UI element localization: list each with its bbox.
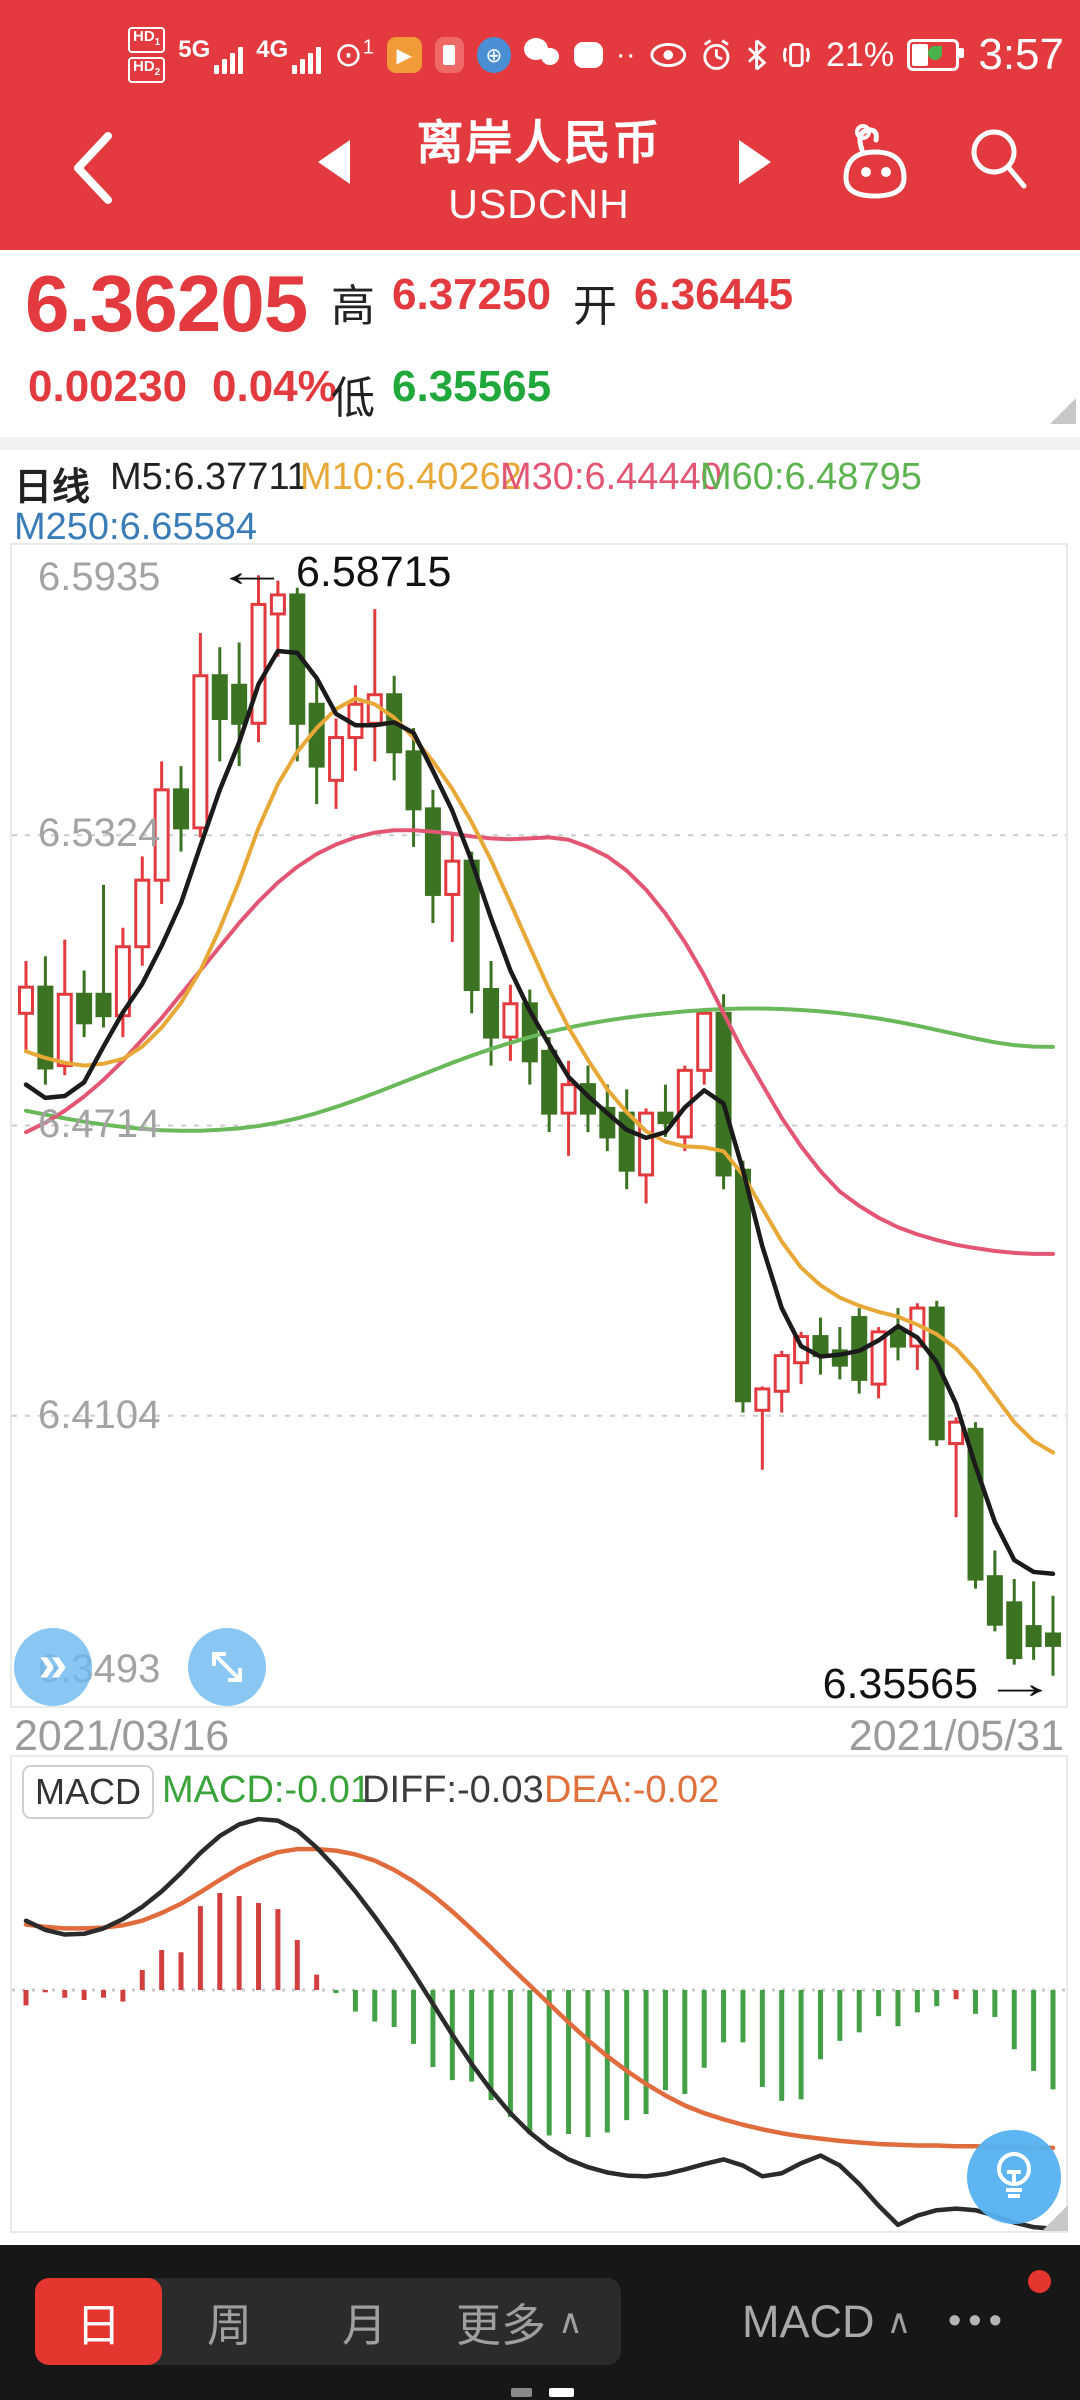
high-value: 6.37250 <box>392 270 552 319</box>
ma60-label: M60:6.48795 <box>700 456 922 498</box>
expand-arrows-icon <box>212 1652 242 1682</box>
fast-forward-icon: » <box>38 1635 68 1693</box>
y-axis-label: 6.4714 <box>38 1102 161 1146</box>
battery-percent: 21% <box>826 35 895 74</box>
last-price: 6.36205 <box>25 259 308 348</box>
alarm-clock-icon <box>703 39 730 70</box>
low-label: 低 <box>331 374 375 423</box>
change-percent: 0.04% <box>212 362 337 411</box>
page-indicator-dot <box>511 2388 532 2397</box>
more-options-button[interactable]: ••• <box>948 2278 1009 2365</box>
chevron-up-icon: ∧ <box>558 2302 583 2341</box>
dea-value-label: DEA:-0.02 <box>544 1769 720 1811</box>
low-annotation: 6.35565 → <box>822 1659 1058 1709</box>
next-instrument-icon[interactable] <box>739 140 771 184</box>
y-axis-label: 6.5324 <box>38 811 161 855</box>
hd-voice-icon: HD1 HD2 <box>128 27 166 83</box>
wechat-icon <box>524 38 561 72</box>
page-subtitle: USDCNH <box>448 181 630 227</box>
left-arrow-icon: ← <box>214 547 290 596</box>
period-tab-group: 日 周 月 更多 ∧ <box>35 2278 621 2365</box>
robot-assistant-icon[interactable] <box>838 120 912 206</box>
y-axis-label: 6.5935 <box>38 555 161 599</box>
candlestick-svg <box>12 575 1066 1676</box>
ma5-label: M5:6.37711 <box>110 456 308 498</box>
macd-resize-handle-icon[interactable] <box>1042 2205 1068 2231</box>
ma-indicator-bar[interactable]: 日线 M5:6.37711 M10:6.40262 M30:6.44440 M6… <box>0 456 1080 509</box>
macd-svg <box>12 1816 1066 2231</box>
instrument-title: 离岸人民币 USDCNH <box>389 104 689 228</box>
candlestick-chart[interactable]: 6.5935 6.5324 6.4714 6.4104 6.3493 ← 6.5… <box>10 543 1068 1708</box>
top-red-area: HD1 HD2 5G 4G ⊙1 ▶ ⊕ ·· <box>0 0 1080 250</box>
clock-time: 3:57 <box>978 30 1064 79</box>
tab-month[interactable]: 月 <box>342 2300 388 2351</box>
notification-app-red-icon <box>434 37 464 73</box>
lightbulb-icon <box>997 2152 1031 2198</box>
period-label: 日线 <box>14 467 91 509</box>
ma250-label: M250:6.65584 <box>14 506 257 548</box>
notification-badge <box>1028 2270 1051 2293</box>
open-label: 开 <box>573 282 617 331</box>
prev-instrument-icon[interactable] <box>318 140 350 184</box>
bottom-toolbar: 日 周 月 更多 ∧ MACD ∧ ••• <box>0 2245 1080 2400</box>
macd-panel[interactable]: MACD MACD:-0.01 DIFF:-0.03 DEA:-0.02 <box>10 1755 1068 2233</box>
expand-chart-button[interactable] <box>188 1628 266 1706</box>
overflow-dots-icon: ·· <box>615 38 636 71</box>
high-annotation-value: 6.58715 <box>296 547 452 596</box>
macd-selector-button[interactable]: MACD <box>22 1765 154 1819</box>
open-value: 6.36445 <box>634 270 794 319</box>
hotspot-icon: ⊙1 <box>334 36 374 74</box>
status-bar: HD1 HD2 5G 4G ⊙1 ▶ ⊕ ·· <box>128 24 1064 86</box>
signal-5g-icon: 5G <box>178 36 244 74</box>
vibrate-icon <box>783 42 811 68</box>
divider-strip <box>0 437 1080 450</box>
page-indicator-dot-active <box>549 2388 574 2397</box>
ma30-label: M30:6.44440 <box>500 456 722 498</box>
ma10-label: M10:6.40262 <box>300 456 522 498</box>
macd-value-label: MACD:-0.01 <box>162 1769 372 1811</box>
low-value: 6.35565 <box>392 362 552 411</box>
tab-day[interactable]: 日 <box>35 2278 162 2365</box>
change-value: 0.00230 <box>28 362 188 411</box>
notification-app-globe-icon: ⊕ <box>476 37 512 73</box>
y-axis-label: 6.4104 <box>38 1393 161 1437</box>
low-annotation-value: 6.35565 <box>822 1659 978 1708</box>
nav-bar: 离岸人民币 USDCNH <box>0 116 1080 238</box>
back-icon[interactable] <box>64 128 124 208</box>
search-icon[interactable] <box>966 124 1032 196</box>
page-title: 离岸人民币 <box>416 116 662 169</box>
date-end: 2021/05/31 <box>848 1712 1064 1760</box>
battery-icon <box>907 39 965 71</box>
date-start: 2021/03/16 <box>14 1712 230 1760</box>
signal-4g-icon: 4G <box>256 36 322 74</box>
diff-value-label: DIFF:-0.03 <box>362 1769 544 1811</box>
ellipsis-icon: ••• <box>948 2300 1009 2342</box>
high-annotation: ← 6.58715 <box>215 547 452 597</box>
bluetooth-icon <box>747 39 767 71</box>
tab-week[interactable]: 周 <box>207 2300 253 2351</box>
message-bubble-icon <box>573 42 603 68</box>
tab-more[interactable]: 更多 ∧ <box>456 2300 583 2351</box>
high-label: 高 <box>331 282 375 331</box>
eye-comfort-icon <box>650 42 686 68</box>
quote-resize-handle-icon[interactable] <box>1050 398 1076 424</box>
indicator-switch-tab[interactable]: MACD ∧ <box>742 2295 912 2347</box>
right-arrow-icon: → <box>982 1659 1058 1708</box>
fast-forward-button[interactable]: » <box>14 1628 92 1706</box>
chevron-up-icon: ∧ <box>886 2302 912 2341</box>
notification-app-orange-icon: ▶ <box>386 37 422 73</box>
